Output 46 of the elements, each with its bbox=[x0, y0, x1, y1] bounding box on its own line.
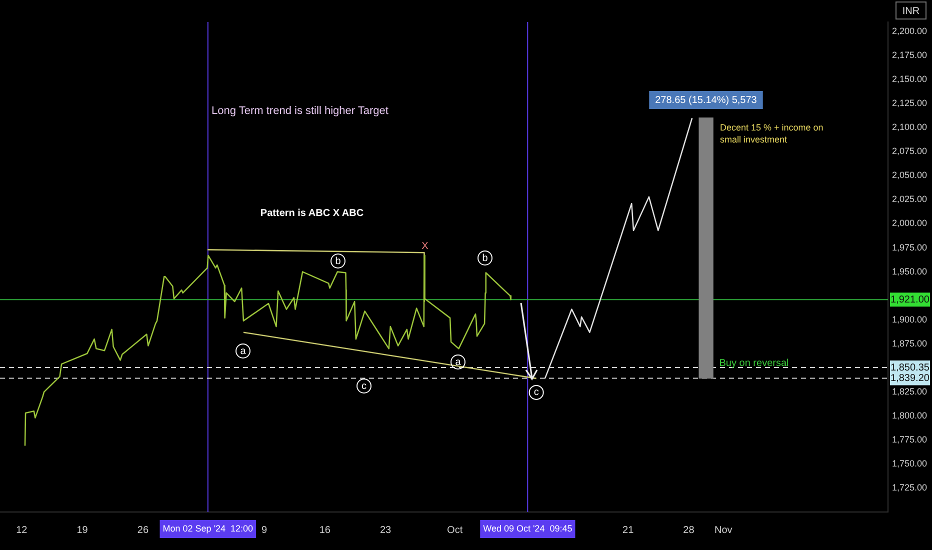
x-tick-label: Oct bbox=[447, 524, 463, 536]
annotation: c bbox=[534, 387, 539, 398]
x-tick-label: 19 bbox=[76, 524, 88, 536]
y-tick-label: 2,100.00 bbox=[892, 122, 928, 132]
annotation: Long Term trend is still higher Target bbox=[212, 105, 388, 118]
x-tick-label: 26 bbox=[137, 524, 149, 536]
y-tick-label: 1,950.00 bbox=[892, 266, 928, 276]
y-tick-label: 2,050.00 bbox=[892, 170, 928, 180]
y-tick-label: 1,800.00 bbox=[892, 410, 928, 420]
x-tick-label: 16 bbox=[319, 524, 331, 536]
y-tick-label: 2,000.00 bbox=[892, 218, 928, 228]
annotation: b bbox=[335, 256, 342, 267]
y-tick-label: 2,125.00 bbox=[892, 98, 928, 108]
y-tick-label: 2,200.00 bbox=[892, 26, 928, 36]
y-tick-label: 2,150.00 bbox=[892, 74, 928, 84]
annotation: X bbox=[422, 240, 429, 252]
x-tick-label: 23 bbox=[380, 524, 392, 536]
y-tick-label: 1,825.00 bbox=[892, 386, 928, 396]
annotation: c bbox=[362, 380, 366, 392]
annotation: a bbox=[455, 356, 462, 368]
y-tick-label: 1,900.00 bbox=[892, 314, 928, 324]
ref-line-label: 1,921.00 bbox=[890, 294, 930, 306]
ref-line-label: Mon 02 Sep '24 12:00 bbox=[162, 523, 254, 534]
annotation: a bbox=[240, 346, 246, 357]
annotation: Buy on reversal bbox=[719, 358, 789, 369]
x-tick-label: 12 bbox=[16, 524, 28, 536]
y-tick-label: 1,750.00 bbox=[892, 458, 928, 468]
annotation: b bbox=[482, 252, 488, 264]
ref-line-label: Wed 09 Oct '24 09:45 bbox=[483, 523, 572, 534]
y-tick-label: 1,775.00 bbox=[892, 434, 928, 444]
y-tick-label: 1,725.00 bbox=[892, 482, 928, 492]
y-axis-title: INR bbox=[902, 6, 920, 17]
y-tick-label: 1,975.00 bbox=[892, 242, 928, 252]
x-tick-label: 21 bbox=[622, 524, 634, 536]
y-tick-label: 2,075.00 bbox=[892, 146, 928, 156]
annotation: 278.65 (15.14%) 5,573 bbox=[655, 94, 758, 106]
x-tick-label: 9 bbox=[261, 524, 268, 536]
annotation: Pattern is ABC X ABC bbox=[260, 208, 364, 219]
y-tick-label: 2,025.00 bbox=[892, 194, 928, 204]
annotation: Decent 15 % + income on small investment bbox=[720, 122, 824, 144]
y-tick-label: 1,875.00 bbox=[892, 338, 928, 348]
ref-line-label: 1,839.20 bbox=[890, 373, 930, 384]
y-tick-label: 2,175.00 bbox=[892, 50, 928, 60]
ref-line-label: 1,850.35 bbox=[890, 362, 930, 374]
x-tick-label: Nov bbox=[714, 524, 732, 536]
x-tick-label: 28 bbox=[683, 524, 695, 536]
